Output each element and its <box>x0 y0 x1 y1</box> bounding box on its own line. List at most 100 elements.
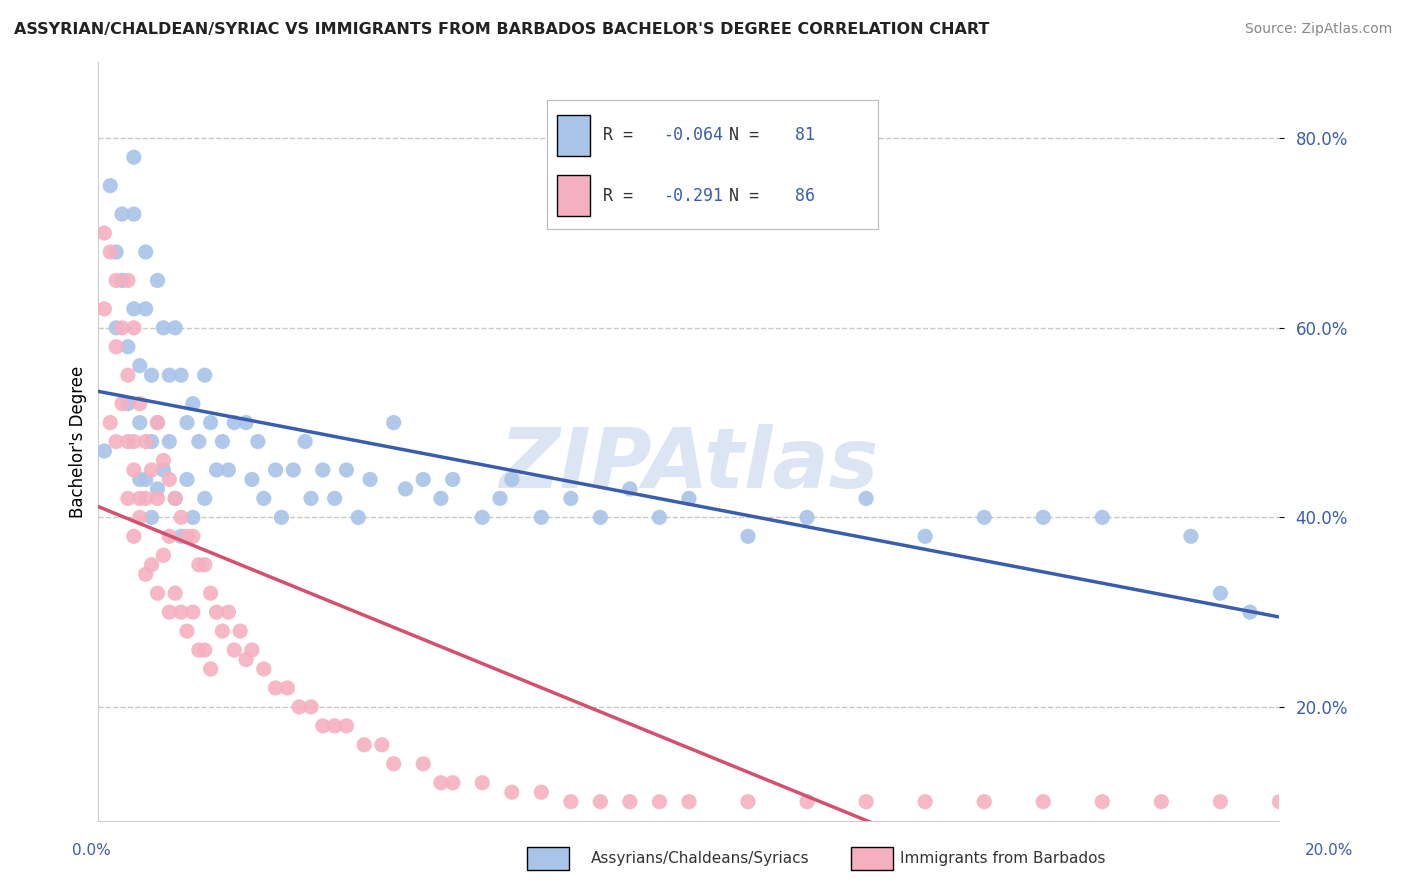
Point <box>117 396 139 410</box>
Point <box>1032 510 1054 524</box>
Point <box>93 301 115 316</box>
Point <box>117 491 139 506</box>
Point <box>181 529 204 543</box>
Point <box>312 719 335 733</box>
Point <box>200 416 222 430</box>
Text: ASSYRIAN/CHALDEAN/SYRIAC VS IMMIGRANTS FROM BARBADOS BACHELOR'S DEGREE CORRELATI: ASSYRIAN/CHALDEAN/SYRIAC VS IMMIGRANTS F… <box>14 22 990 37</box>
Point <box>105 273 128 287</box>
Point <box>128 396 150 410</box>
Point <box>1268 795 1291 809</box>
Point <box>111 321 134 335</box>
Point <box>117 368 139 383</box>
Point <box>619 795 641 809</box>
Point <box>678 491 700 506</box>
Point <box>122 207 145 221</box>
Point <box>181 510 204 524</box>
Point <box>111 396 134 410</box>
Point <box>323 491 346 506</box>
Point <box>135 434 157 449</box>
Point <box>1091 510 1114 524</box>
Point <box>122 301 145 316</box>
Point <box>323 719 346 733</box>
Point <box>270 510 292 524</box>
Point <box>211 434 233 449</box>
Point <box>371 738 394 752</box>
Point <box>122 150 145 164</box>
Point <box>299 699 322 714</box>
Point <box>157 473 180 487</box>
Point <box>141 510 163 524</box>
Point <box>152 321 174 335</box>
Point <box>187 643 209 657</box>
Point <box>176 624 198 639</box>
Point <box>855 491 877 506</box>
Text: Source: ZipAtlas.com: Source: ZipAtlas.com <box>1244 22 1392 37</box>
Point <box>283 463 305 477</box>
Point <box>141 463 163 477</box>
Point <box>589 795 612 809</box>
Point <box>737 795 759 809</box>
Point <box>855 795 877 809</box>
Point <box>240 473 263 487</box>
Point <box>135 244 157 259</box>
Point <box>501 473 523 487</box>
Point <box>335 719 357 733</box>
Point <box>1150 795 1173 809</box>
Y-axis label: Bachelor's Degree: Bachelor's Degree <box>69 366 87 517</box>
Point <box>146 482 169 496</box>
Point <box>678 795 700 809</box>
Point <box>914 795 936 809</box>
Point <box>111 207 134 221</box>
Point <box>135 491 157 506</box>
Point <box>117 273 139 287</box>
Point <box>165 321 187 335</box>
Point <box>98 416 121 430</box>
Point <box>135 567 157 582</box>
Point <box>430 776 453 790</box>
Point <box>128 491 150 506</box>
Point <box>471 776 494 790</box>
Point <box>200 586 222 600</box>
Point <box>648 510 671 524</box>
Text: ZIPAtlas: ZIPAtlas <box>499 424 879 505</box>
Point <box>194 558 217 572</box>
Point <box>111 273 134 287</box>
Point <box>359 473 381 487</box>
Point <box>176 473 198 487</box>
Point <box>737 529 759 543</box>
Point <box>98 244 121 259</box>
Point <box>589 510 612 524</box>
Point <box>441 776 464 790</box>
Point <box>253 491 276 506</box>
Point <box>146 416 169 430</box>
Text: Immigrants from Barbados: Immigrants from Barbados <box>900 851 1105 865</box>
Text: 0.0%: 0.0% <box>72 843 111 858</box>
Point <box>382 416 405 430</box>
Point <box>501 785 523 799</box>
Point <box>441 473 464 487</box>
Point <box>146 273 169 287</box>
Point <box>135 301 157 316</box>
Point <box>176 416 198 430</box>
Point <box>560 491 582 506</box>
Point <box>165 491 187 506</box>
Point <box>394 482 416 496</box>
Point <box>224 643 246 657</box>
Point <box>211 624 233 639</box>
Point <box>412 473 434 487</box>
Point <box>1209 586 1232 600</box>
Point <box>141 558 163 572</box>
Point <box>170 510 193 524</box>
Point <box>146 491 169 506</box>
Point <box>1209 795 1232 809</box>
Point <box>205 463 228 477</box>
Point <box>914 529 936 543</box>
Point <box>170 368 193 383</box>
Point <box>146 416 169 430</box>
Point <box>181 396 204 410</box>
Point <box>128 510 150 524</box>
Point <box>294 434 316 449</box>
Point <box>382 756 405 771</box>
Point <box>141 368 163 383</box>
Point <box>135 473 157 487</box>
